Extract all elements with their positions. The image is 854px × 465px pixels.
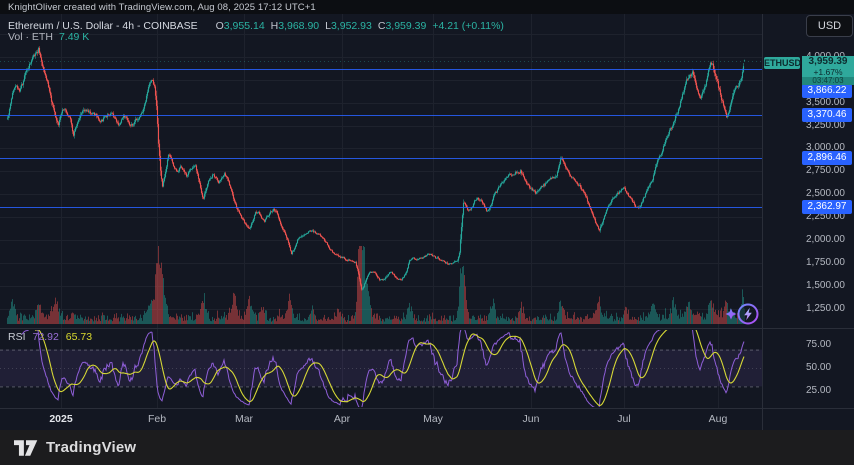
last-price-value: 3,959.39 <box>802 56 854 68</box>
price-tick-label: 3,000.00 <box>806 142 845 154</box>
time-tick-label: Jul <box>617 413 631 425</box>
time-tick-label: Feb <box>147 413 167 425</box>
bar-countdown: 03:47:03 <box>802 77 854 85</box>
tradingview-wordmark[interactable]: TradingView <box>46 439 137 456</box>
session-change-pct: +1.67% <box>802 68 854 77</box>
volume-legend: Vol · ETH 7.49 K <box>8 31 89 43</box>
symbol-title[interactable]: Ethereum / U.S. Dollar <box>8 20 114 32</box>
rsi-value: 72.92 <box>32 331 59 343</box>
ohlc-values: O3,955.14 H3,968.90 L3,952.93 C3,959.39 +4.2… <box>215 20 504 32</box>
close-value: 3,959.39 <box>385 20 427 32</box>
sparkle-star-icon <box>725 308 737 320</box>
time-tick-label: Apr <box>333 413 351 425</box>
ray-price-badge: 2,896.46 <box>802 151 852 165</box>
rsi-tick-label: 25.00 <box>806 385 832 396</box>
low-value: 3,952.93 <box>330 20 372 32</box>
rsi-label[interactable]: RSI <box>8 331 26 343</box>
rsi-ma-value: 65.73 <box>65 331 93 343</box>
change-value: +4.21 (+0.11%) <box>432 20 504 32</box>
price-tick-label: 3,500.00 <box>806 96 845 108</box>
price-tick-label: 2,250.00 <box>806 211 845 223</box>
price-tick-label: 1,750.00 <box>806 257 845 269</box>
tradingview-logo-icon[interactable] <box>14 439 38 457</box>
price-tick-label: 3,250.00 <box>806 119 845 131</box>
price-tick-label: 2,750.00 <box>806 165 845 177</box>
attribution-bar: KnightOliver created with TradingView.co… <box>0 0 854 14</box>
price-tick-label: 1,250.00 <box>806 302 845 314</box>
last-price-badge: 3,959.39 +1.67% 03:47:03 <box>802 56 854 85</box>
lightning-bolt-icon <box>744 307 752 321</box>
time-tick-label: Mar <box>234 413 254 425</box>
ray-price-badge: 3,370.46 <box>802 108 852 122</box>
time-tick-label: Jun <box>522 413 540 425</box>
time-tick-label: 2025 <box>49 413 73 425</box>
exchange-label: COINBASE <box>143 20 198 32</box>
rsi-tick-label: 75.00 <box>806 339 832 350</box>
high-value: 3,968.90 <box>278 20 320 32</box>
price-tick-label: 2,500.00 <box>806 188 845 200</box>
rsi-legend: RSI 72.92 65.73 <box>8 331 92 343</box>
boost-widget[interactable] <box>723 299 761 334</box>
symbol-price-pill[interactable]: ETHUSD <box>764 57 802 69</box>
volume-label: Vol · ETH <box>8 31 53 43</box>
price-tick-label: 1,500.00 <box>806 280 845 292</box>
time-tick-label: May <box>423 413 443 425</box>
volume-value: 7.49 K <box>58 31 90 43</box>
ray-price-badge: 3,866.22 <box>802 84 852 98</box>
time-tick-label: Aug <box>708 413 728 425</box>
attribution-text: KnightOliver created with TradingView.co… <box>8 2 316 13</box>
open-value: 3,955.14 <box>223 20 265 32</box>
price-tick-label: 2,000.00 <box>806 234 845 246</box>
currency-button[interactable]: USD <box>806 15 853 37</box>
branding-bar: TradingView <box>0 430 854 465</box>
boost-flash-icon <box>725 303 759 325</box>
symbol-legend: Ethereum / U.S. Dollar - 4h - COINBASE O… <box>8 20 504 32</box>
interval-label[interactable]: 4h <box>122 20 135 32</box>
ray-price-badge: 2,362.97 <box>802 200 852 214</box>
rsi-tick-label: 50.00 <box>806 362 832 373</box>
